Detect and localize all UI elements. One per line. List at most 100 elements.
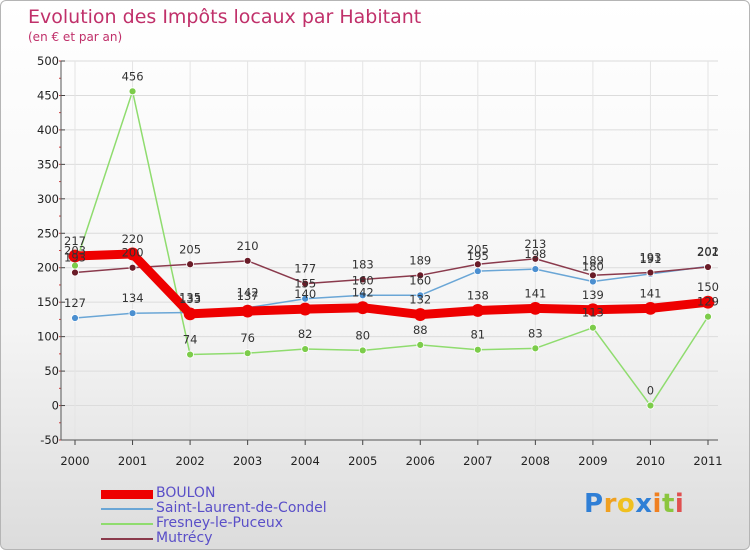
y-tick-label: 350 bbox=[37, 157, 59, 171]
point-boulon bbox=[356, 301, 370, 315]
point-fresney-le-puceux bbox=[243, 349, 252, 358]
point-boulon bbox=[586, 303, 600, 317]
proxiti-logo: Proxiti bbox=[584, 489, 684, 519]
data-label-boulon: 217 bbox=[64, 234, 86, 248]
data-label-fresney-le-puceux: 81 bbox=[470, 328, 485, 342]
legend-swatch bbox=[101, 489, 153, 499]
data-label-boulon: 132 bbox=[409, 293, 431, 307]
data-label-saint-laurent-de-condel: 155 bbox=[294, 277, 316, 291]
point-boulon bbox=[241, 304, 255, 318]
x-tick-label: 2005 bbox=[348, 454, 377, 468]
data-label-fresney-le-puceux: 129 bbox=[697, 295, 719, 309]
x-tick-label: 2001 bbox=[118, 454, 147, 468]
data-label-fresney-le-puceux: 456 bbox=[122, 69, 144, 83]
legend-swatch bbox=[101, 508, 153, 510]
point-mutrecy bbox=[243, 256, 252, 265]
point-saint-laurent-de-condel bbox=[128, 309, 137, 318]
point-fresney-le-puceux bbox=[301, 345, 310, 353]
point-saint-laurent-de-condel bbox=[473, 267, 482, 276]
point-boulon bbox=[413, 308, 427, 321]
x-tick-label: 2006 bbox=[406, 454, 435, 468]
data-label-saint-laurent-de-condel: 198 bbox=[524, 247, 546, 261]
point-fresney-le-puceux bbox=[128, 87, 137, 96]
series-line-boulon bbox=[74, 249, 709, 320]
series-line-saint-laurent-de-condel bbox=[74, 265, 709, 319]
point-mutrecy bbox=[128, 263, 137, 272]
data-label-mutrecy: 205 bbox=[179, 242, 201, 256]
point-mutrecy bbox=[71, 268, 79, 277]
data-label-saint-laurent-de-condel: 191 bbox=[639, 252, 661, 266]
point-mutrecy bbox=[473, 260, 482, 269]
data-label-fresney-le-puceux: 74 bbox=[183, 333, 198, 347]
data-label-mutrecy: 183 bbox=[352, 257, 374, 271]
y-tick-label: 50 bbox=[44, 364, 59, 378]
point-fresney-le-puceux bbox=[473, 345, 482, 354]
y-tick-label: 300 bbox=[37, 192, 59, 206]
data-label-fresney-le-puceux: 82 bbox=[298, 327, 313, 341]
point-boulon bbox=[183, 307, 197, 321]
data-label-saint-laurent-de-condel: 202 bbox=[697, 244, 719, 258]
point-boulon bbox=[644, 301, 657, 315]
data-label-boulon: 141 bbox=[639, 286, 661, 300]
data-label-saint-laurent-de-condel: 135 bbox=[179, 291, 201, 305]
data-label-mutrecy: 200 bbox=[122, 246, 144, 260]
data-label-saint-laurent-de-condel: 160 bbox=[352, 273, 374, 287]
data-label-boulon: 138 bbox=[467, 288, 489, 302]
data-label-boulon: 139 bbox=[582, 288, 604, 302]
x-tick-label: 2011 bbox=[693, 454, 722, 468]
point-fresney-le-puceux bbox=[531, 344, 540, 353]
x-tick-label: 2008 bbox=[521, 454, 550, 468]
point-boulon bbox=[701, 295, 715, 309]
data-label-mutrecy: 213 bbox=[524, 237, 546, 251]
logo-letter: i bbox=[652, 489, 662, 519]
data-label-boulon: 142 bbox=[352, 286, 374, 300]
data-label-boulon: 141 bbox=[524, 286, 546, 300]
logo-letter: i bbox=[674, 489, 685, 519]
point-mutrecy bbox=[416, 271, 425, 280]
data-label-mutrecy: 210 bbox=[237, 239, 259, 253]
legend-label: Mutrécy bbox=[156, 530, 213, 546]
legend-swatch bbox=[101, 523, 153, 525]
logo-letter: x bbox=[635, 489, 653, 519]
data-label-mutrecy: 205 bbox=[467, 242, 489, 256]
point-mutrecy bbox=[358, 275, 367, 284]
data-label-saint-laurent-de-condel: 180 bbox=[582, 260, 604, 274]
data-label-fresney-le-puceux: 88 bbox=[413, 323, 428, 337]
data-label-mutrecy: 193 bbox=[64, 251, 86, 265]
y-tick-label: 0 bbox=[52, 399, 59, 413]
data-label-boulon: 140 bbox=[294, 287, 316, 301]
data-label-mutrecy: 189 bbox=[409, 253, 431, 267]
point-saint-laurent-de-condel bbox=[358, 291, 367, 300]
y-tick-label: 450 bbox=[37, 88, 59, 102]
logo-letter: P bbox=[584, 489, 604, 519]
chart-subtitle: (en € et par an) bbox=[28, 30, 123, 44]
point-boulon bbox=[528, 301, 542, 315]
point-fresney-le-puceux bbox=[416, 341, 425, 349]
point-mutrecy bbox=[646, 268, 655, 277]
y-tick-label: 400 bbox=[37, 123, 59, 137]
point-mutrecy bbox=[301, 279, 310, 288]
y-tick-label: 150 bbox=[37, 295, 59, 309]
point-mutrecy bbox=[589, 271, 597, 280]
data-label-fresney-le-puceux: 203 bbox=[64, 244, 86, 258]
point-saint-laurent-de-condel bbox=[531, 265, 540, 274]
point-fresney-le-puceux bbox=[646, 401, 655, 410]
data-label-saint-laurent-de-condel: 195 bbox=[467, 249, 489, 263]
point-saint-laurent-de-condel bbox=[71, 314, 79, 322]
legend-label: BOULON bbox=[156, 485, 216, 501]
logo-letter: r bbox=[603, 489, 617, 519]
point-boulon bbox=[126, 247, 139, 261]
data-label-mutrecy: 201 bbox=[697, 245, 719, 259]
y-tick-label: 500 bbox=[37, 54, 59, 68]
point-boulon bbox=[298, 302, 312, 316]
point-fresney-le-puceux bbox=[358, 346, 367, 355]
x-tick-label: 2004 bbox=[291, 454, 320, 468]
data-label-boulon: 150 bbox=[697, 280, 719, 294]
point-fresney-le-puceux bbox=[589, 323, 597, 332]
data-label-fresney-le-puceux: 83 bbox=[528, 326, 543, 340]
data-label-fresney-le-puceux: 0 bbox=[647, 384, 654, 398]
y-tick-label: 250 bbox=[37, 226, 59, 240]
data-label-mutrecy: 193 bbox=[639, 251, 661, 265]
data-label-mutrecy: 189 bbox=[582, 253, 604, 267]
